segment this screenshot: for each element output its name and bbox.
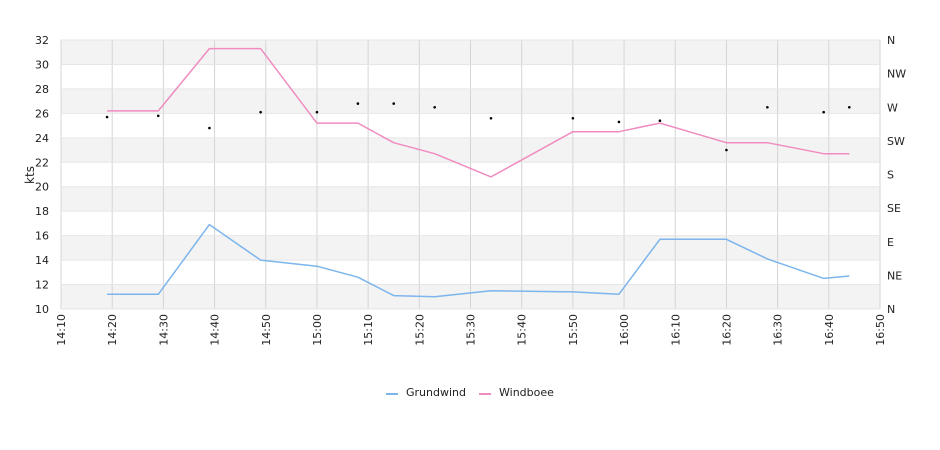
direction-marker — [822, 110, 825, 114]
legend-label-windboee: Windboee — [499, 386, 554, 399]
series-line-grundwind — [107, 223, 850, 298]
direction-marker — [156, 114, 160, 118]
y-tick-label: 10 — [35, 303, 49, 316]
legend: Grundwind Windboee — [386, 386, 554, 399]
x-tick-label: 15:50 — [567, 314, 580, 346]
direction-axis-ticks: N NE E SE S SW W NW N — [887, 34, 906, 316]
direction-tick-label: SE — [887, 202, 901, 215]
direction-tick-label: W — [887, 101, 898, 114]
x-tick-label: 14:50 — [260, 314, 273, 346]
direction-marker — [571, 116, 575, 120]
x-tick-label: 16:50 — [874, 314, 887, 346]
vertical-gridlines — [60, 40, 881, 309]
y-tick-label: 28 — [35, 83, 49, 96]
x-tick-label: 16:10 — [669, 314, 682, 346]
direction-marker — [315, 110, 319, 114]
y-axis-label: kts — [23, 166, 37, 184]
x-tick-label: 14:20 — [106, 314, 119, 346]
horizontal-gridlines — [61, 39, 880, 310]
x-tick-label: 15:00 — [311, 314, 324, 346]
y-tick-label: 30 — [35, 58, 49, 71]
x-tick-label: 16:30 — [772, 314, 785, 346]
x-tick-label: 15:30 — [465, 314, 478, 346]
y-axis-ticks: 10 12 14 16 18 20 22 24 26 28 30 32 — [35, 34, 49, 316]
direction-marker — [433, 105, 436, 109]
direction-marker — [259, 110, 262, 114]
x-tick-label: 14:30 — [157, 314, 170, 346]
series-line-windboee — [107, 47, 850, 178]
direction-marker — [847, 105, 851, 109]
direction-tick-label: SW — [887, 135, 905, 148]
x-tick-label: 16:00 — [618, 314, 631, 346]
direction-marker — [489, 116, 493, 120]
direction-tick-label: N — [887, 34, 895, 47]
legend-item-grundwind[interactable]: Grundwind — [386, 386, 466, 399]
y-tick-label: 20 — [35, 181, 49, 194]
x-axis-ticks: 14:10 14:20 14:30 14:40 14:50 15:00 15:10 15:20… — [55, 314, 887, 346]
direction-tick-label: NW — [887, 68, 906, 81]
y-tick-label: 14 — [35, 254, 49, 267]
direction-marker — [725, 148, 728, 152]
direction-tick-label: N — [887, 303, 895, 316]
direction-marker — [105, 115, 109, 119]
y-tick-label: 24 — [35, 132, 49, 145]
y-tick-label: 12 — [35, 279, 49, 292]
direction-marker — [392, 102, 396, 105]
y-tick-label: 22 — [35, 156, 49, 169]
direction-markers — [105, 102, 851, 152]
legend-item-windboee[interactable]: Windboee — [479, 386, 554, 399]
direction-marker — [766, 105, 769, 109]
direction-tick-label: E — [887, 236, 894, 249]
direction-marker — [208, 126, 211, 130]
y-tick-label: 26 — [35, 107, 49, 120]
direction-marker — [617, 120, 621, 124]
x-tick-label: 16:40 — [823, 314, 836, 346]
direction-marker — [356, 102, 360, 105]
y-tick-label: 32 — [35, 34, 49, 47]
x-tick-label: 16:20 — [720, 314, 733, 346]
direction-tick-label: S — [887, 169, 894, 182]
x-tick-label: 14:40 — [209, 314, 222, 346]
legend-label-grundwind: Grundwind — [406, 386, 466, 399]
y-tick-label: 18 — [35, 205, 49, 218]
direction-marker — [658, 119, 662, 122]
direction-tick-label: NE — [887, 269, 902, 282]
x-tick-label: 15:20 — [413, 314, 426, 346]
series-lines — [107, 47, 850, 298]
x-tick-label: 15:10 — [362, 314, 375, 346]
x-tick-label: 15:40 — [516, 314, 529, 346]
x-tick-label: 14:10 — [55, 314, 68, 346]
y-tick-label: 16 — [35, 230, 49, 243]
